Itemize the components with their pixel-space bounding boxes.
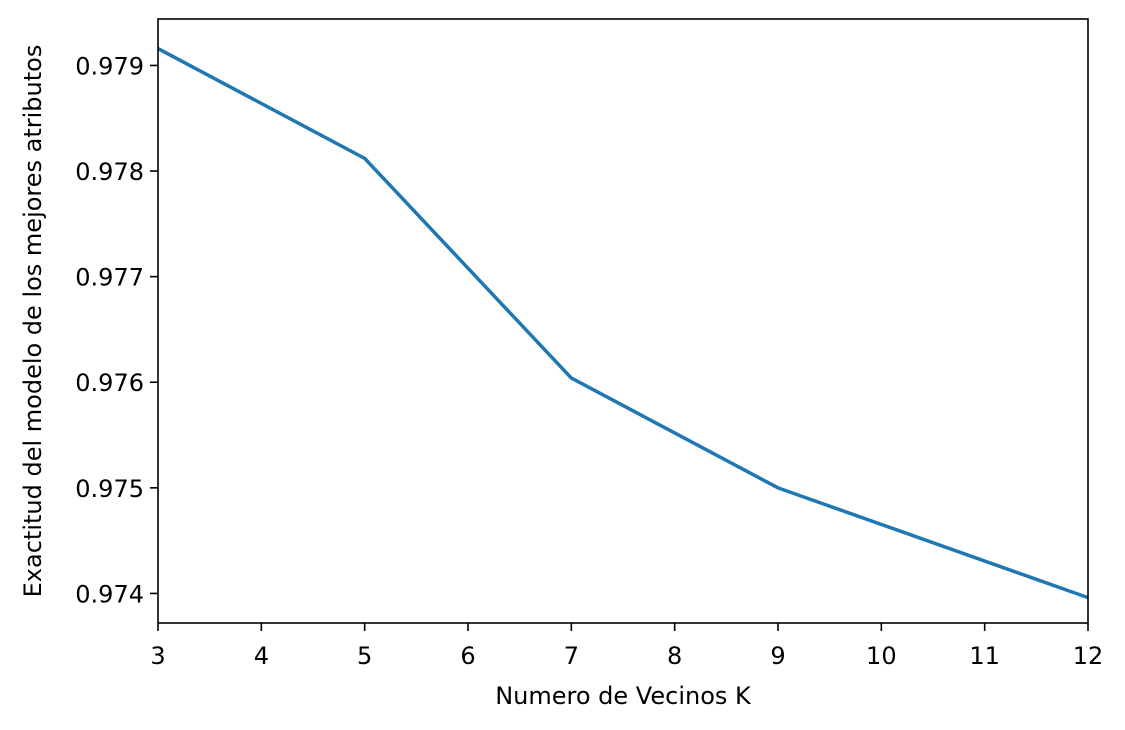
y-tick-label: 0.975 <box>75 475 144 503</box>
plot-area <box>157 18 1089 624</box>
axes-frame <box>157 18 1089 624</box>
x-tick-label: 11 <box>969 642 1000 670</box>
x-tick-label: 5 <box>357 642 372 670</box>
y-tick-label: 0.978 <box>75 158 144 186</box>
y-tick-label: 0.976 <box>75 369 144 397</box>
y-tick-label: 0.974 <box>75 580 144 608</box>
x-tick-label: 10 <box>866 642 897 670</box>
x-tick-label: 6 <box>460 642 475 670</box>
x-tick-label: 7 <box>564 642 579 670</box>
x-tick-label: 3 <box>150 642 165 670</box>
series-line <box>157 47 1089 600</box>
x-tick-label: 8 <box>667 642 682 670</box>
x-tick-label: 4 <box>254 642 269 670</box>
x-axis-label: Numero de Vecinos K <box>495 682 752 710</box>
x-tick-label: 12 <box>1073 642 1104 670</box>
y-tick-label: 0.979 <box>75 52 144 80</box>
x-tick-label: 9 <box>770 642 785 670</box>
y-axis-label: Exactitud del modelo de los mejores atri… <box>19 45 47 598</box>
x-axis-ticks: 3 4 5 6 7 8 9 10 11 12 <box>150 623 1103 670</box>
y-tick-label: 0.977 <box>75 264 144 292</box>
y-axis-ticks: 0.974 0.975 0.976 0.977 0.978 0.979 <box>75 52 158 608</box>
